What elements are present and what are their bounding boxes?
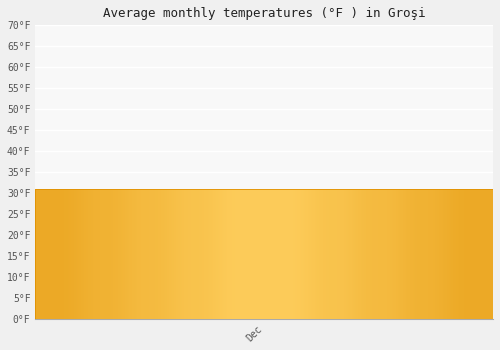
- Title: Average monthly temperatures (°F ) in Groşi: Average monthly temperatures (°F ) in Gr…: [103, 7, 426, 20]
- Bar: [36, 189, 493, 318]
- Bar: [36, 189, 493, 318]
